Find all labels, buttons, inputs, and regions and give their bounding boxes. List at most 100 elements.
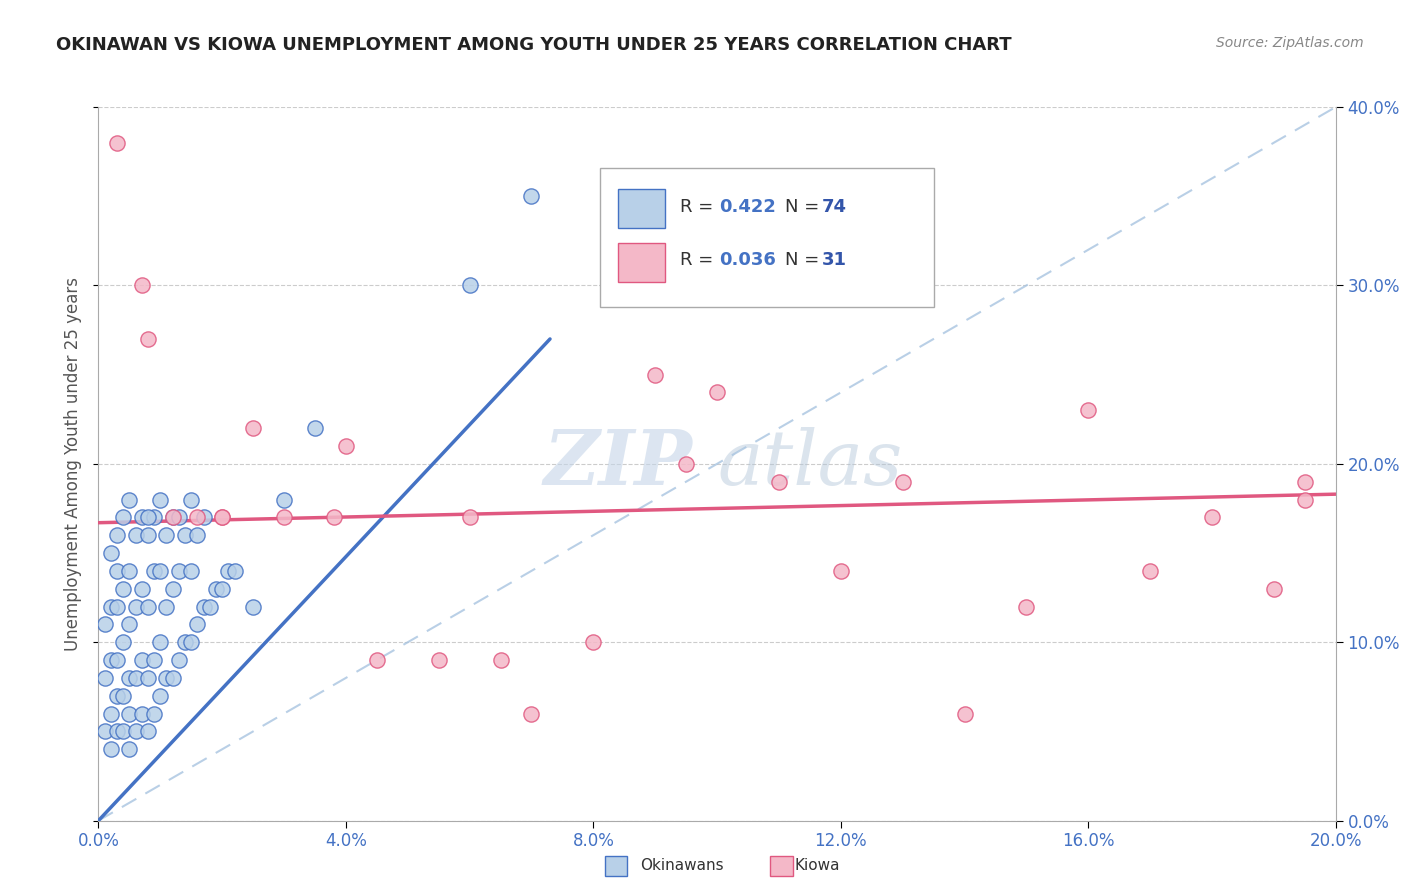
Bar <box>770 856 793 876</box>
Point <box>105 528 128 542</box>
Point <box>118 564 141 578</box>
Point <box>273 492 295 507</box>
Point <box>162 510 184 524</box>
Text: 74: 74 <box>823 198 848 216</box>
Point <box>136 528 159 542</box>
Point <box>112 635 135 649</box>
Point <box>205 582 228 596</box>
Point <box>217 564 239 578</box>
Point <box>162 671 184 685</box>
Point <box>193 510 215 524</box>
Text: R =: R = <box>681 252 718 269</box>
Point <box>112 510 135 524</box>
Point <box>167 653 190 667</box>
Point <box>118 742 141 756</box>
Point <box>180 635 202 649</box>
Text: Kiowa: Kiowa <box>794 858 839 872</box>
Point <box>489 653 512 667</box>
Point <box>155 671 177 685</box>
Point <box>131 510 153 524</box>
Text: atlas: atlas <box>717 427 903 500</box>
Point <box>162 510 184 524</box>
Point <box>149 564 172 578</box>
Point <box>186 528 208 542</box>
Point <box>335 439 357 453</box>
Point <box>131 278 153 293</box>
Point <box>131 653 153 667</box>
Y-axis label: Unemployment Among Youth under 25 years: Unemployment Among Youth under 25 years <box>65 277 83 651</box>
Point <box>675 457 697 471</box>
Point <box>186 510 208 524</box>
Point <box>143 653 166 667</box>
Point <box>100 706 122 721</box>
Point <box>322 510 344 524</box>
Point <box>768 475 790 489</box>
Point <box>1201 510 1223 524</box>
Text: 0.036: 0.036 <box>720 252 776 269</box>
Point <box>136 332 159 346</box>
Point <box>174 528 197 542</box>
Point <box>706 385 728 400</box>
Point <box>118 706 141 721</box>
Point <box>458 278 481 293</box>
Point <box>582 635 605 649</box>
Point <box>105 136 128 150</box>
Bar <box>619 243 665 282</box>
Point <box>304 421 326 435</box>
Point <box>891 475 914 489</box>
Point <box>149 689 172 703</box>
Text: 0.422: 0.422 <box>720 198 776 216</box>
Point <box>242 599 264 614</box>
Point <box>118 492 141 507</box>
Point <box>180 492 202 507</box>
Point <box>155 528 177 542</box>
Point <box>136 724 159 739</box>
Point <box>143 510 166 524</box>
Text: 31: 31 <box>823 252 848 269</box>
Point <box>1077 403 1099 417</box>
Point <box>100 653 122 667</box>
Text: ZIP: ZIP <box>544 427 692 500</box>
Point <box>100 742 122 756</box>
Text: Source: ZipAtlas.com: Source: ZipAtlas.com <box>1216 36 1364 50</box>
Point <box>366 653 388 667</box>
Point <box>1294 492 1316 507</box>
Point <box>112 582 135 596</box>
Point <box>105 724 128 739</box>
Point <box>162 582 184 596</box>
Point <box>211 582 233 596</box>
Point <box>131 582 153 596</box>
Point <box>1015 599 1038 614</box>
Point <box>105 689 128 703</box>
Point <box>131 706 153 721</box>
Point <box>830 564 852 578</box>
Text: N =: N = <box>785 252 825 269</box>
Point <box>105 653 128 667</box>
Point <box>124 599 146 614</box>
Point <box>112 689 135 703</box>
Point <box>155 599 177 614</box>
Point <box>136 510 159 524</box>
Text: Okinawans: Okinawans <box>640 858 723 872</box>
Point <box>93 617 115 632</box>
Point <box>520 189 543 203</box>
Point <box>93 724 115 739</box>
Point <box>105 599 128 614</box>
Point <box>118 617 141 632</box>
Point <box>149 635 172 649</box>
Bar <box>619 189 665 228</box>
Point <box>273 510 295 524</box>
Point <box>427 653 450 667</box>
Point <box>644 368 666 382</box>
Point <box>180 564 202 578</box>
Point <box>953 706 976 721</box>
Point <box>105 564 128 578</box>
Point <box>93 671 115 685</box>
Point <box>100 599 122 614</box>
Point <box>118 671 141 685</box>
Point <box>1294 475 1316 489</box>
Bar <box>605 856 627 876</box>
Point <box>136 599 159 614</box>
Point <box>174 635 197 649</box>
Point <box>100 546 122 560</box>
